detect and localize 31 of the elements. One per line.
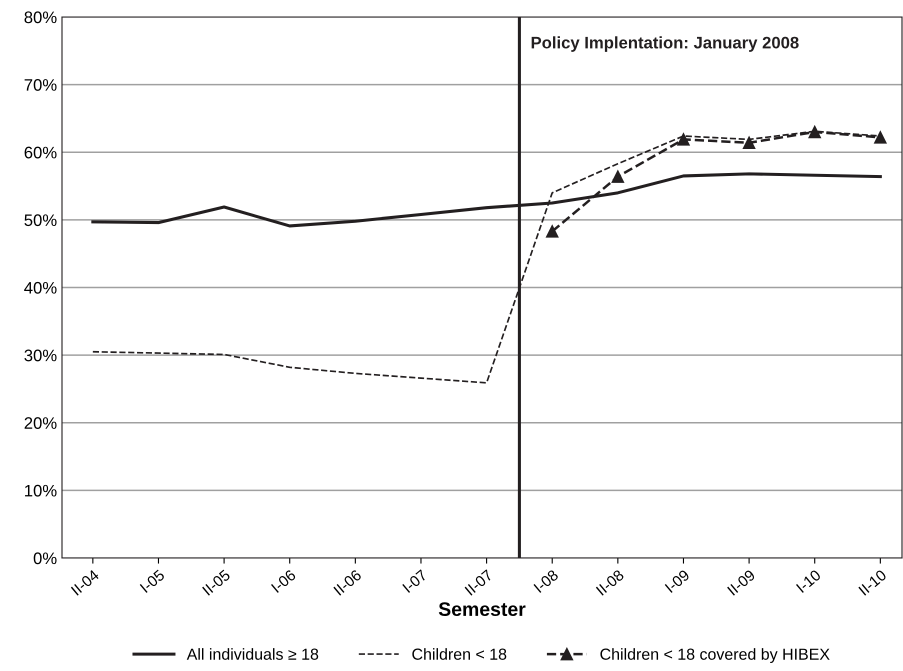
x-tick-label: II-04 — [70, 569, 100, 596]
point — [546, 225, 558, 238]
x-tick-label: I-08 — [533, 569, 559, 594]
x-tick-label: I-06 — [270, 569, 296, 594]
x-tick-label: I-05 — [140, 569, 166, 594]
ref-line-label: Policy Implentation: January 2008 — [532, 36, 799, 52]
y-tick-label: 20% — [24, 417, 57, 429]
x-tick-label: II-08 — [596, 569, 625, 596]
legend-label: Children < 18 covered by HIBEX — [600, 648, 830, 664]
y-tick-label: 30% — [24, 350, 57, 362]
y-tick-label: 60% — [24, 146, 57, 158]
y-tick-label: 70% — [24, 79, 57, 91]
y-tick-label: 0% — [34, 552, 57, 564]
y-tick-label: 80% — [24, 11, 57, 24]
point — [808, 126, 821, 138]
legend-label: All individuals ≥ 18 — [186, 648, 318, 660]
x-tick-label: II-06 — [333, 569, 362, 596]
point — [874, 131, 887, 144]
x-tick-label: I-07 — [402, 569, 428, 594]
y-tick-label: 10% — [25, 484, 57, 497]
point — [677, 133, 690, 146]
y-tick-label: 40% — [24, 282, 57, 294]
point — [612, 170, 624, 183]
point — [742, 136, 756, 150]
x-tick-label: II-09 — [727, 569, 756, 596]
legend-label: Children < 18 — [412, 648, 506, 660]
y-tick-label: 50% — [24, 214, 57, 226]
x-axis-title: Semester — [438, 602, 526, 616]
x-tick-label: I-10 — [796, 569, 822, 594]
x-tick-label: I-09 — [664, 569, 690, 594]
x-tick-label: II-10 — [858, 569, 888, 596]
